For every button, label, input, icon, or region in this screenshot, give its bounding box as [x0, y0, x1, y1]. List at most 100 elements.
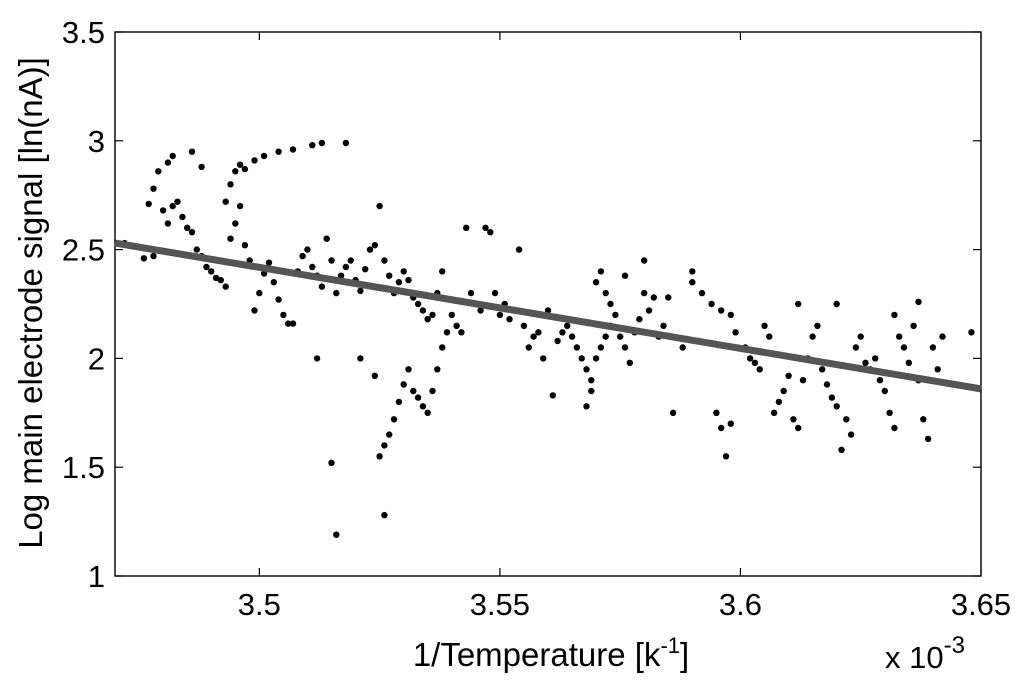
data-point: [395, 279, 403, 286]
data-point: [491, 289, 499, 297]
data-point: [698, 289, 706, 297]
data-point: [568, 333, 576, 340]
data-point: [482, 224, 489, 231]
y-axis-label: Log main electrode signal [ln(nA)]: [12, 57, 49, 549]
data-point: [833, 403, 840, 410]
data-point: [140, 255, 148, 262]
data-point: [467, 289, 475, 297]
data-point: [270, 279, 277, 286]
data-point: [761, 322, 768, 329]
data-point: [174, 198, 181, 205]
data-point: [155, 168, 162, 175]
data-point: [775, 398, 783, 406]
data-point: [727, 311, 734, 319]
data-point: [790, 416, 797, 423]
data-point: [540, 355, 547, 362]
data-point: [405, 366, 412, 373]
data-point: [328, 257, 335, 264]
data-point: [597, 344, 605, 351]
x-tick-label: 3.65: [951, 587, 1011, 622]
data-point: [357, 355, 364, 362]
data-point: [164, 220, 172, 227]
data-point: [434, 366, 441, 373]
data-point: [275, 148, 282, 155]
data-point: [814, 322, 821, 329]
data-point: [872, 355, 879, 362]
data-point: [448, 311, 455, 319]
data-point: [535, 329, 542, 336]
data-point: [159, 207, 167, 214]
data-point: [708, 300, 715, 308]
data-point: [275, 296, 282, 303]
data-point: [833, 300, 840, 308]
plot-area-frame: [114, 31, 982, 577]
data-point: [746, 355, 754, 362]
data-point: [852, 344, 860, 351]
data-point: [592, 355, 600, 362]
data-point: [602, 333, 609, 340]
data-point: [188, 229, 196, 236]
data-point: [847, 431, 855, 438]
data-point: [357, 287, 364, 295]
data-point: [660, 322, 667, 329]
data-point: [323, 235, 330, 242]
data-point: [203, 263, 210, 271]
data-point: [217, 276, 224, 284]
data-point: [626, 359, 633, 366]
y-tick-label: 3: [88, 124, 105, 159]
data-point: [381, 511, 388, 519]
data-point: [732, 329, 739, 336]
data-point: [318, 283, 326, 290]
data-point: [525, 344, 532, 351]
data-point: [756, 366, 763, 373]
data-point: [439, 344, 446, 351]
data-point: [212, 274, 220, 282]
x-tick-label: 3.6: [719, 587, 762, 622]
data-point: [289, 320, 297, 327]
data-point: [939, 333, 946, 340]
data-point: [766, 333, 773, 340]
data-point: [260, 152, 268, 160]
data-point: [328, 459, 335, 466]
data-point: [424, 316, 431, 323]
data-point: [679, 344, 686, 351]
data-point: [891, 311, 898, 319]
data-point: [689, 279, 696, 286]
data-point: [256, 289, 263, 297]
data-point: [530, 333, 537, 340]
data-point: [193, 246, 200, 253]
data-point: [164, 159, 172, 166]
data-point: [371, 242, 378, 249]
data-point: [641, 289, 648, 297]
y-tick-label: 2: [88, 341, 105, 376]
data-point: [934, 366, 941, 373]
data-point: [496, 311, 504, 319]
data-point: [785, 372, 792, 379]
data-point: [232, 220, 239, 227]
data-point: [285, 320, 292, 327]
data-point: [559, 329, 566, 336]
data-point: [227, 181, 234, 188]
data-point: [280, 311, 287, 319]
data-point: [150, 252, 157, 260]
data-point: [299, 252, 306, 260]
data-point: [636, 316, 643, 323]
data-point: [424, 409, 431, 416]
y-tick-label: 1.5: [62, 450, 105, 485]
fit-line: [114, 239, 982, 393]
data-point: [588, 387, 595, 395]
data-point: [313, 355, 321, 362]
data-point: [645, 307, 653, 314]
data-point: [429, 387, 436, 395]
data-point: [232, 168, 239, 175]
data-point: [342, 263, 350, 271]
data-point: [333, 531, 340, 538]
data-point: [520, 322, 528, 329]
data-point: [665, 294, 672, 301]
data-point: [751, 359, 759, 366]
data-point: [621, 272, 629, 279]
y-tick-label: 2.5: [62, 233, 105, 268]
data-point: [414, 394, 422, 401]
data-point: [718, 307, 725, 314]
data-point: [881, 387, 888, 395]
